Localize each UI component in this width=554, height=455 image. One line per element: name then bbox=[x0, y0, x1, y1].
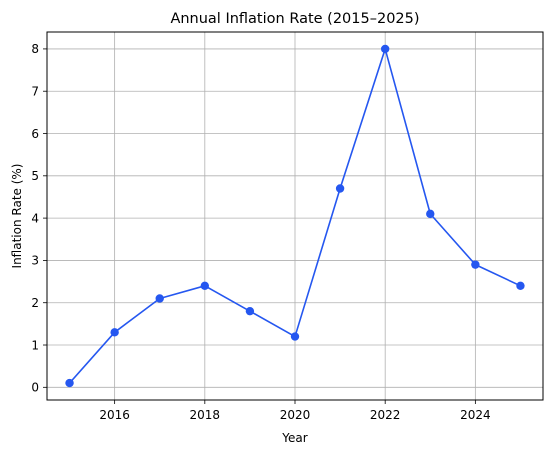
y-tick-label: 2 bbox=[31, 296, 39, 310]
y-tick-label: 5 bbox=[31, 169, 39, 183]
y-tick-label: 6 bbox=[31, 127, 39, 141]
x-tick-label: 2022 bbox=[370, 408, 401, 422]
x-tick-label: 2016 bbox=[99, 408, 130, 422]
y-tick-label: 4 bbox=[31, 211, 39, 225]
x-tick-label: 2018 bbox=[190, 408, 221, 422]
data-point bbox=[65, 378, 74, 388]
x-tick-label: 2024 bbox=[460, 408, 491, 422]
data-point bbox=[110, 328, 119, 337]
data-point bbox=[426, 209, 435, 219]
gridlines bbox=[47, 32, 543, 400]
y-tick-label: 3 bbox=[31, 254, 39, 268]
y-tick-label: 8 bbox=[31, 42, 39, 56]
chart-title: Annual Inflation Rate (2015–2025) bbox=[170, 11, 419, 27]
data-point bbox=[380, 44, 390, 54]
data-point bbox=[290, 332, 300, 341]
series-points bbox=[65, 44, 525, 388]
y-tick-label: 7 bbox=[31, 85, 39, 99]
x-tick-label: 2020 bbox=[280, 408, 311, 422]
data-point bbox=[200, 281, 210, 290]
axis-ticks: 2016 2018 2020 2022 2024 0 1 2 3 4 5 6 7 8 bbox=[31, 42, 490, 422]
y-axis-label: Inflation Rate (%) bbox=[10, 164, 24, 269]
y-tick-label: 0 bbox=[31, 381, 39, 395]
y-tick-label: 1 bbox=[31, 338, 39, 352]
x-axis-label: Year bbox=[281, 431, 307, 445]
data-point bbox=[516, 281, 525, 290]
data-point bbox=[245, 306, 255, 316]
data-point bbox=[155, 294, 164, 303]
data-point bbox=[471, 260, 480, 269]
data-point bbox=[335, 184, 345, 193]
